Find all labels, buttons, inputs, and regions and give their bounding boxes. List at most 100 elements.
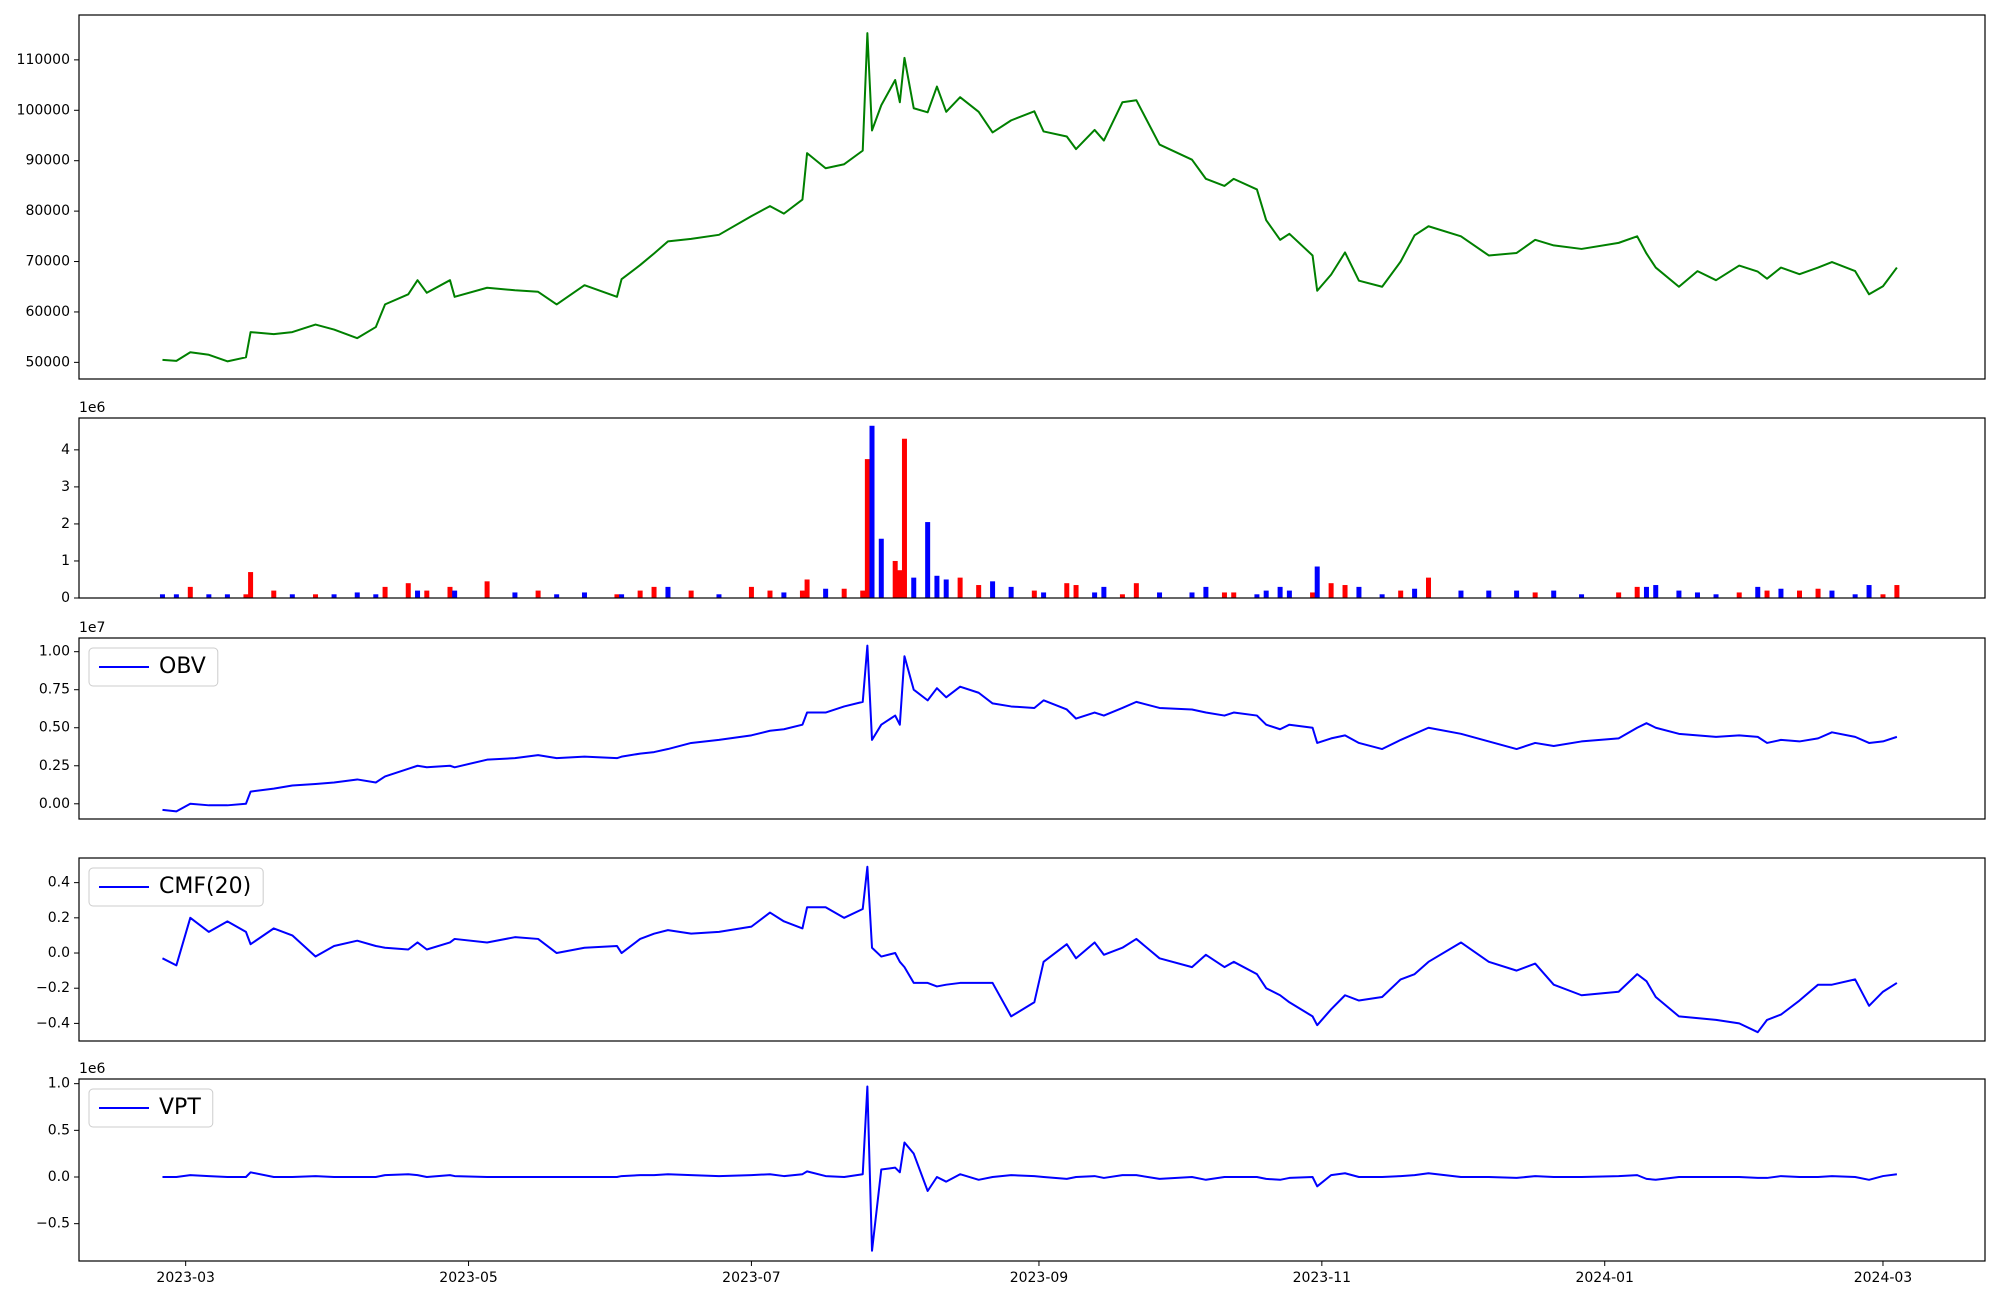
bar [1031, 590, 1037, 598]
bar [271, 590, 277, 598]
bar [224, 594, 230, 598]
bar [1073, 585, 1079, 598]
bar [651, 586, 657, 598]
bar [799, 590, 805, 598]
bar [206, 594, 212, 598]
bar [1092, 592, 1098, 598]
bar [1189, 592, 1195, 598]
bar [313, 594, 319, 598]
bar [1203, 586, 1209, 598]
legend-box [88, 1088, 214, 1128]
bar [1342, 585, 1348, 598]
plot-frame [78, 1078, 1986, 1262]
bar [1041, 592, 1047, 598]
bar [447, 586, 453, 598]
y-tick-label: 80000 [25, 203, 70, 219]
bar [860, 590, 866, 598]
y-tick-label: 1.0 [48, 1076, 70, 1092]
plot-frame [78, 857, 1986, 1042]
bar [688, 590, 694, 598]
bar [248, 572, 254, 598]
bar [415, 590, 421, 598]
bar [957, 577, 963, 598]
x-tick-label: 2023-03 [156, 1270, 215, 1286]
y-tick-label: 0.75 [39, 682, 70, 698]
panel: 50000 60000 70000 80000 90000 100000 110000 [17, 14, 1986, 380]
x-tick-label: 2023-09 [1010, 1270, 1069, 1286]
bar [243, 594, 249, 598]
offset-label: 1e7 [79, 620, 105, 636]
bar [864, 459, 870, 598]
x-tick-label: 2023-05 [439, 1270, 498, 1286]
bar [911, 577, 917, 598]
bar [1736, 592, 1742, 598]
plot-frame [78, 417, 1986, 599]
bar [1101, 586, 1107, 598]
bar [934, 575, 940, 598]
y-tick-label: 0.5 [48, 1122, 70, 1138]
bar [289, 594, 295, 598]
x-tick-label: 2023-07 [722, 1270, 781, 1286]
bar [823, 588, 829, 598]
y-tick-label: 50000 [25, 354, 70, 370]
bar [1579, 594, 1585, 598]
y-tick-label: 0.0 [48, 1169, 70, 1185]
offset-label: 1e6 [79, 1061, 106, 1077]
price-line [162, 32, 1898, 363]
bar [781, 592, 787, 598]
bar [1551, 590, 1557, 598]
bar [665, 586, 671, 598]
bar [925, 522, 931, 598]
bar [1398, 590, 1404, 598]
series-line [162, 865, 1898, 1034]
bar [841, 588, 847, 598]
bar [1755, 586, 1761, 598]
bar [1263, 590, 1269, 598]
bar [452, 590, 458, 598]
legend-box [88, 647, 219, 687]
y-tick-label: 0.50 [39, 720, 70, 736]
bar [581, 592, 587, 598]
bar [382, 586, 388, 598]
plot-frame [78, 637, 1986, 820]
bar [1458, 590, 1464, 598]
bar [1486, 590, 1492, 598]
x-tick-label: 2024-01 [1575, 1270, 1634, 1286]
bar [1764, 590, 1770, 598]
bar [1653, 585, 1659, 598]
bar [767, 590, 773, 598]
bar [405, 583, 411, 598]
bar [1894, 585, 1900, 598]
bar [1634, 586, 1640, 598]
legend: VPT [88, 1088, 214, 1128]
bar [1119, 594, 1125, 598]
legend-label: VPT [159, 1095, 201, 1120]
x-tick-label: 2023-11 [1293, 1270, 1352, 1286]
bar [1829, 590, 1835, 598]
bar [1815, 588, 1821, 598]
bar [554, 594, 560, 598]
series-line [162, 644, 1898, 813]
y-tick-label: 0 [61, 590, 70, 606]
bar [1412, 588, 1418, 598]
y-tick-label: −0.5 [36, 1216, 70, 1232]
bar [1797, 590, 1803, 598]
bar [1532, 592, 1538, 598]
legend: CMF(20) [88, 867, 264, 907]
bar [1676, 590, 1682, 598]
y-tick-label: 60000 [25, 304, 70, 320]
y-tick-label: 110000 [17, 52, 70, 68]
y-tick-label: −0.2 [36, 980, 70, 996]
bar [424, 590, 430, 598]
offset-label: 1e6 [79, 400, 106, 416]
bar [1157, 592, 1163, 598]
bar [637, 590, 643, 598]
bar [990, 581, 996, 598]
bar [1008, 586, 1014, 598]
y-tick-label: 2 [61, 516, 70, 532]
x-tick-label: 2024-03 [1854, 1270, 1913, 1286]
bar [159, 594, 165, 598]
bar [187, 586, 193, 598]
y-tick-label: 100000 [17, 102, 70, 118]
